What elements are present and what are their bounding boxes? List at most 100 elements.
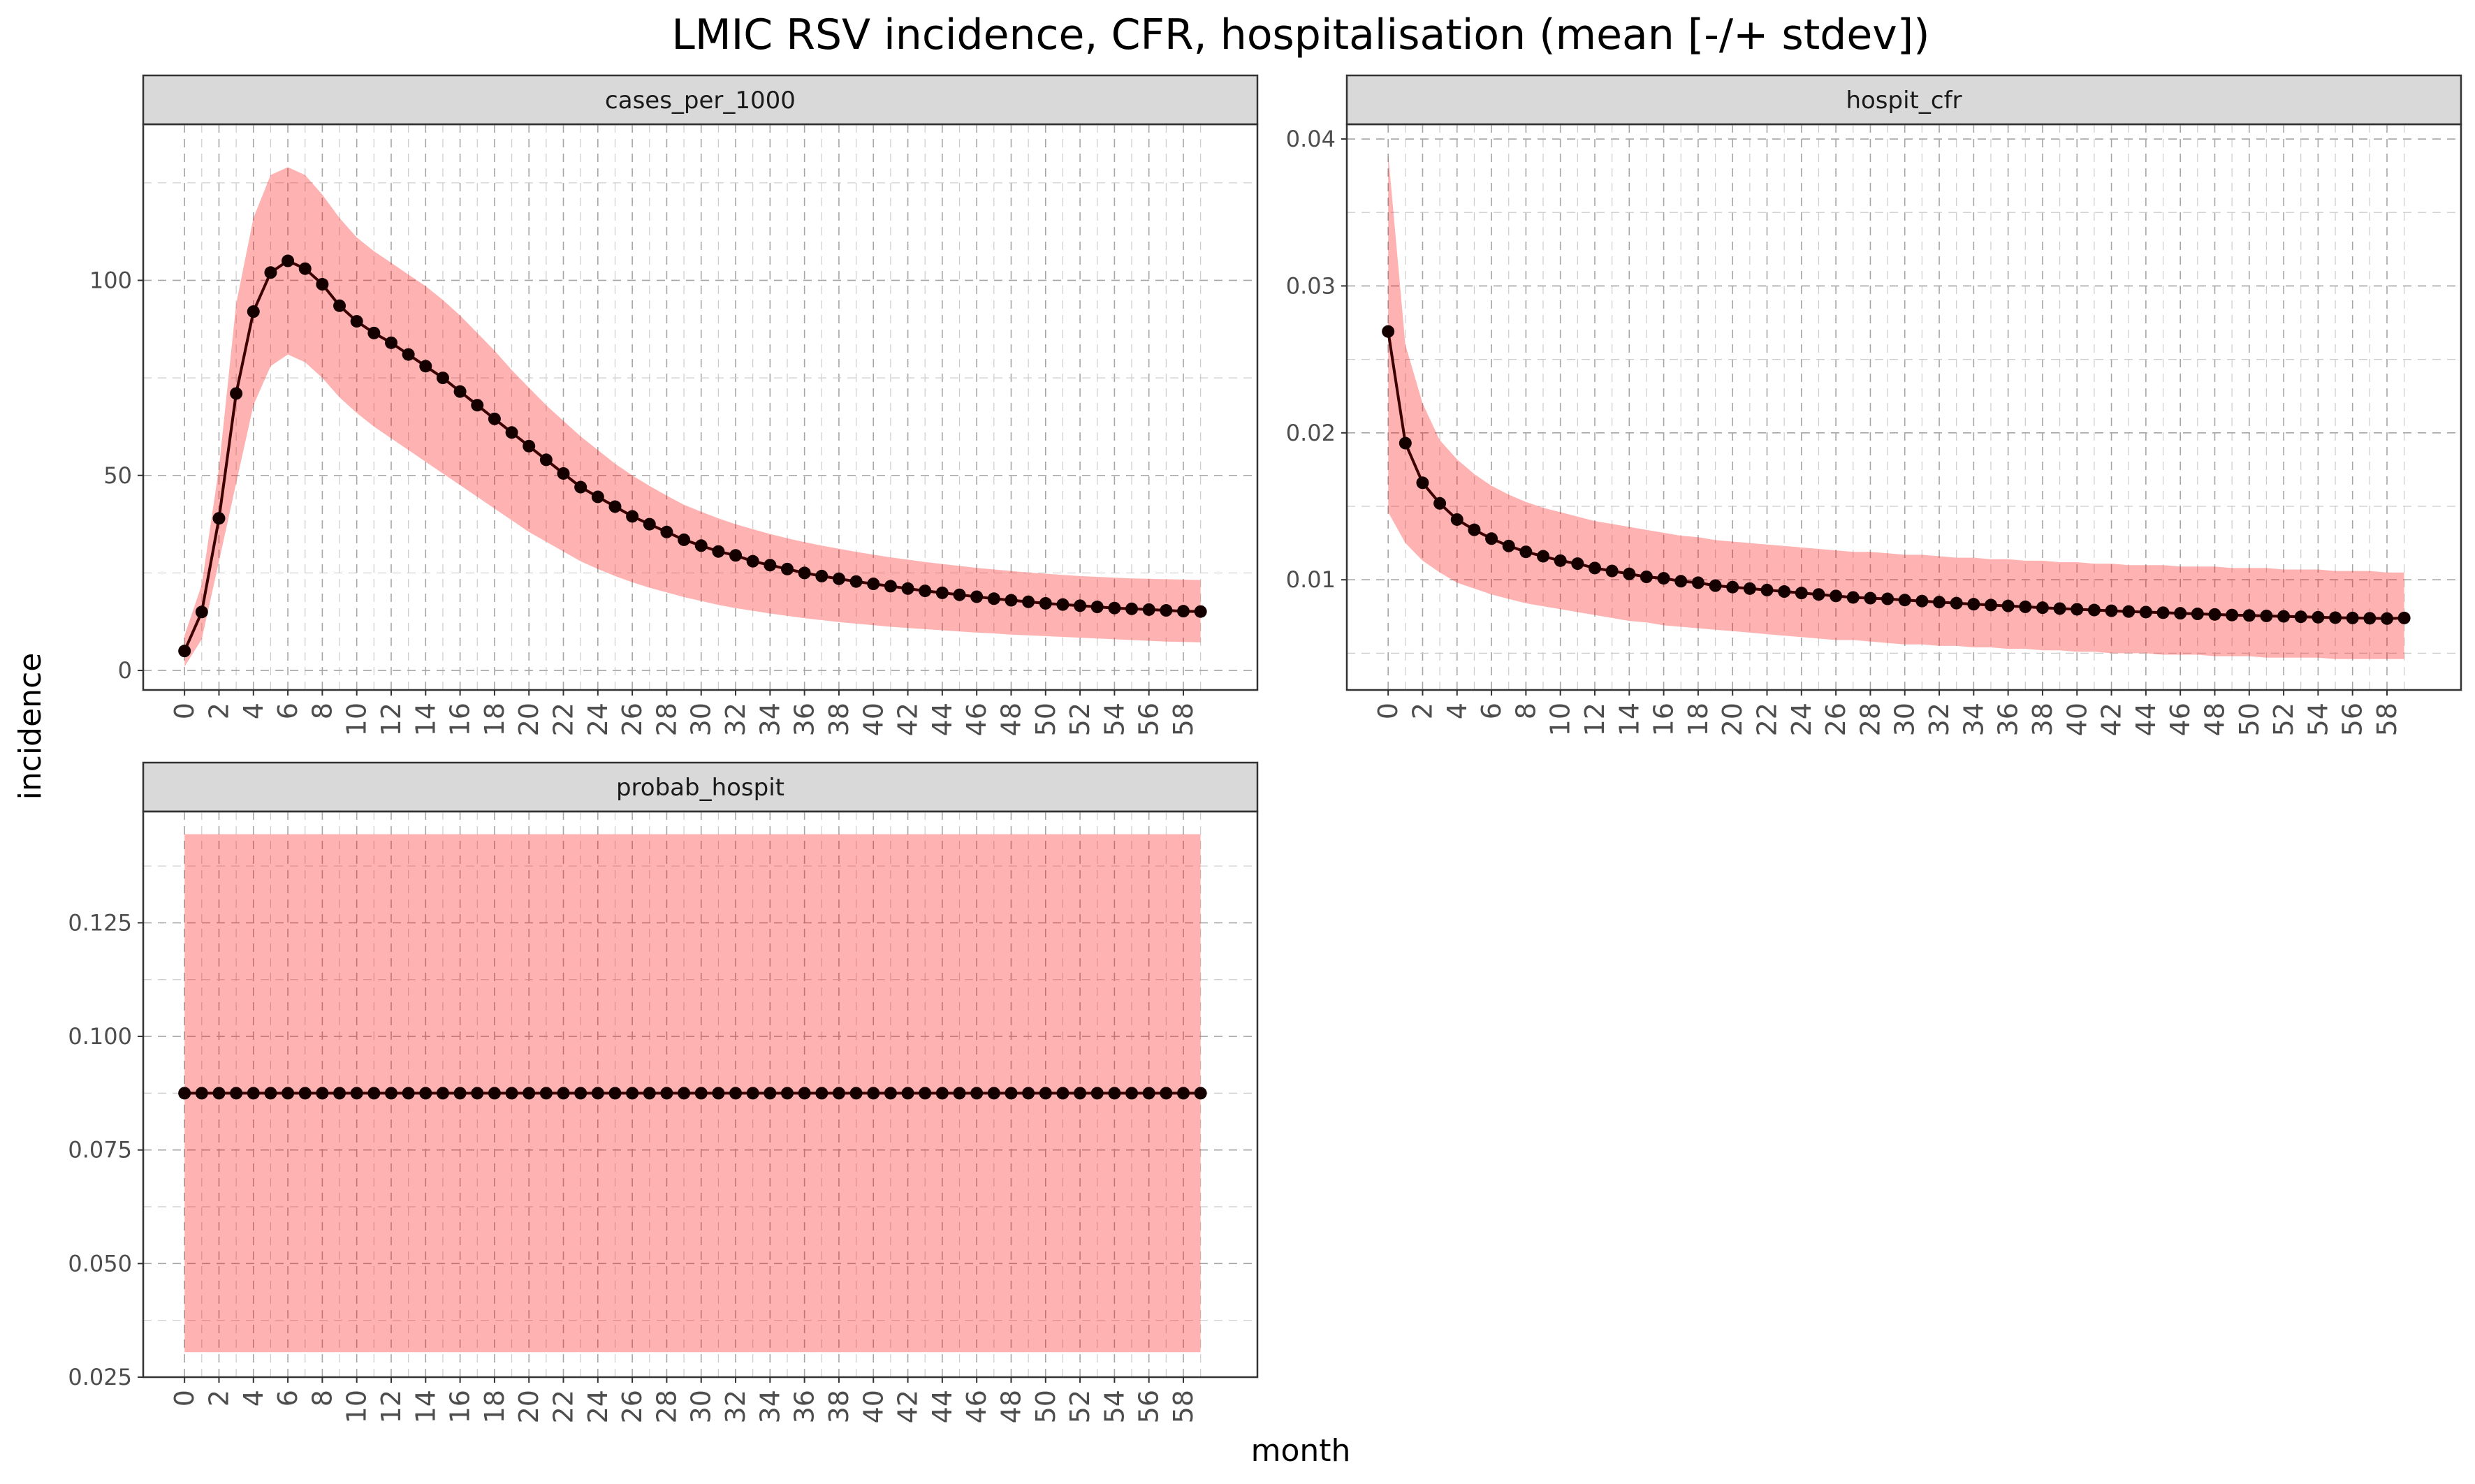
data-point xyxy=(2139,605,2152,619)
data-point xyxy=(591,490,604,504)
x-tick-label: 2 xyxy=(1407,703,1438,719)
data-point xyxy=(178,1087,191,1100)
y-tick-label: 50 xyxy=(103,462,132,489)
x-tick-label: 58 xyxy=(1168,703,1199,736)
data-point xyxy=(195,605,208,619)
data-point xyxy=(815,569,828,582)
x-tick-label: 22 xyxy=(1752,703,1783,736)
x-tick-label: 32 xyxy=(720,1390,751,1423)
x-tick-label: 28 xyxy=(651,703,682,736)
data-point xyxy=(1090,601,1104,614)
data-point xyxy=(453,1087,467,1100)
data-point xyxy=(591,1087,604,1100)
data-point xyxy=(384,336,397,349)
data-point xyxy=(333,299,346,312)
x-tick-label: 38 xyxy=(2027,703,2058,736)
x-tick-label: 4 xyxy=(238,703,269,719)
x-tick-label: 50 xyxy=(1030,703,1061,736)
x-tick-label: 30 xyxy=(1890,703,1920,736)
data-point xyxy=(539,453,553,466)
data-point xyxy=(1142,603,1155,616)
data-point xyxy=(316,1087,329,1100)
panel-border xyxy=(142,810,1259,1379)
data-point xyxy=(436,372,449,385)
data-point xyxy=(2329,611,2342,624)
data-point xyxy=(935,1087,949,1100)
y-tick-label: 0.01 xyxy=(1286,566,1336,593)
data-point xyxy=(1468,523,1481,536)
stdev-band xyxy=(1388,154,2404,659)
x-tick-label: 28 xyxy=(1855,703,1885,736)
x-tick-label: 40 xyxy=(2061,703,2092,736)
x-tick-label: 56 xyxy=(1134,1390,1165,1423)
data-point xyxy=(2036,601,2049,615)
data-point xyxy=(557,1087,570,1100)
x-tick-label: 24 xyxy=(583,703,613,736)
data-point xyxy=(557,466,570,480)
data-point xyxy=(1142,1087,1155,1100)
data-point xyxy=(970,1087,984,1100)
strip-probab-hospit xyxy=(142,761,1259,813)
x-tick-label: 36 xyxy=(789,703,820,736)
data-point xyxy=(608,1087,622,1100)
data-point xyxy=(471,399,484,412)
x-tick-label: 14 xyxy=(410,1390,441,1423)
x-tick-label: 20 xyxy=(513,1390,544,1423)
x-tick-label: 16 xyxy=(445,703,476,736)
x-tick-label: 24 xyxy=(1786,703,1817,736)
chart-title: LMIC RSV incidence, CFR, hospitalisation… xyxy=(671,10,1929,59)
data-point xyxy=(764,1087,777,1100)
data-point xyxy=(1881,592,1894,605)
data-point xyxy=(436,1087,449,1100)
x-tick-label: 48 xyxy=(2199,703,2230,736)
data-point xyxy=(195,1087,208,1100)
x-tick-label: 36 xyxy=(1993,703,2024,736)
data-point xyxy=(1005,1087,1018,1100)
x-tick-label: 4 xyxy=(1442,703,1473,719)
x-tick-label: 42 xyxy=(893,703,923,736)
x-tick-label: 18 xyxy=(479,1390,510,1423)
data-point xyxy=(970,590,984,603)
x-tick-label: 38 xyxy=(824,1390,854,1423)
data-point xyxy=(764,559,777,572)
data-point xyxy=(1074,599,1087,612)
data-point xyxy=(867,578,880,591)
x-tick-label: 26 xyxy=(1820,703,1851,736)
data-point xyxy=(678,533,691,546)
data-point xyxy=(1160,1087,1173,1100)
data-point xyxy=(367,1087,381,1100)
x-tick-label: 0 xyxy=(1373,703,1403,719)
data-point xyxy=(1743,582,1756,595)
x-tick-label: 12 xyxy=(376,703,407,736)
data-point xyxy=(264,266,277,279)
x-tick-label: 30 xyxy=(686,1390,717,1423)
strip-label: probab_hospit xyxy=(616,774,784,802)
x-tick-label: 36 xyxy=(789,1390,820,1423)
y-tick-label: 0.075 xyxy=(68,1137,132,1163)
data-point xyxy=(1090,1087,1104,1100)
data-point xyxy=(780,562,794,575)
data-point xyxy=(953,588,966,601)
data-point xyxy=(884,580,897,593)
data-point xyxy=(350,315,363,328)
data-point xyxy=(1022,595,1035,608)
x-tick-label: 14 xyxy=(410,703,441,736)
data-point xyxy=(1176,605,1190,618)
x-tick-label: 16 xyxy=(445,1390,476,1423)
data-point xyxy=(1657,572,1670,585)
data-point xyxy=(1933,596,1946,609)
data-point xyxy=(746,554,759,568)
data-point xyxy=(1125,1087,1139,1100)
data-point xyxy=(832,1087,845,1100)
x-tick-label: 4 xyxy=(238,1390,269,1406)
data-point xyxy=(1074,1087,1087,1100)
x-tick-label: 0 xyxy=(169,1390,200,1406)
data-point xyxy=(2346,611,2359,624)
data-point xyxy=(488,1087,501,1100)
data-point xyxy=(1605,564,1619,578)
strip-hospit-cfr xyxy=(1345,74,2462,126)
x-tick-label: 14 xyxy=(1614,703,1644,736)
x-tick-label: 12 xyxy=(1579,703,1610,736)
x-tick-label: 46 xyxy=(2165,703,2196,736)
